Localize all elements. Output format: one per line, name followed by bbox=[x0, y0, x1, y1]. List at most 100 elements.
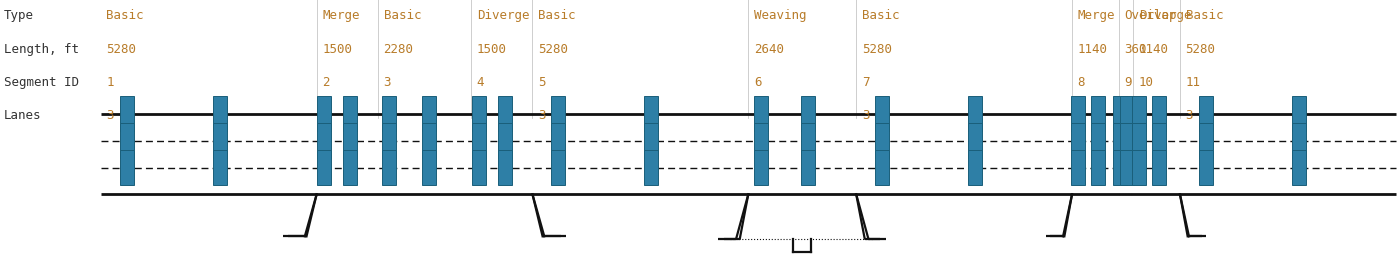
FancyBboxPatch shape bbox=[1198, 150, 1212, 185]
FancyBboxPatch shape bbox=[1292, 150, 1306, 185]
Text: 3: 3 bbox=[538, 109, 546, 122]
FancyBboxPatch shape bbox=[119, 123, 133, 158]
FancyBboxPatch shape bbox=[1071, 150, 1085, 185]
Text: 3: 3 bbox=[322, 109, 330, 122]
FancyBboxPatch shape bbox=[552, 123, 566, 158]
FancyBboxPatch shape bbox=[801, 96, 815, 131]
Text: 7: 7 bbox=[862, 76, 869, 90]
Text: 4: 4 bbox=[477, 76, 484, 90]
Text: 3: 3 bbox=[384, 109, 391, 122]
FancyBboxPatch shape bbox=[472, 96, 486, 131]
FancyBboxPatch shape bbox=[1120, 150, 1134, 185]
FancyBboxPatch shape bbox=[755, 96, 769, 131]
Text: 3: 3 bbox=[1124, 109, 1131, 122]
FancyBboxPatch shape bbox=[875, 96, 889, 131]
Text: 1500: 1500 bbox=[322, 43, 353, 56]
Text: 9: 9 bbox=[1124, 76, 1131, 90]
Text: Weaving: Weaving bbox=[753, 9, 806, 23]
FancyBboxPatch shape bbox=[1091, 123, 1105, 158]
FancyBboxPatch shape bbox=[967, 150, 981, 185]
FancyBboxPatch shape bbox=[801, 123, 815, 158]
Text: Length, ft: Length, ft bbox=[4, 43, 80, 56]
Text: 5280: 5280 bbox=[106, 43, 136, 56]
FancyBboxPatch shape bbox=[1120, 96, 1134, 131]
FancyBboxPatch shape bbox=[1198, 123, 1212, 158]
FancyBboxPatch shape bbox=[875, 123, 889, 158]
FancyBboxPatch shape bbox=[552, 96, 566, 131]
Text: 8: 8 bbox=[1078, 76, 1085, 90]
Text: 3: 3 bbox=[384, 76, 391, 90]
FancyBboxPatch shape bbox=[382, 96, 396, 131]
Text: 4: 4 bbox=[753, 109, 762, 122]
Text: Basic: Basic bbox=[538, 9, 575, 23]
FancyBboxPatch shape bbox=[755, 150, 769, 185]
Text: 2640: 2640 bbox=[753, 43, 784, 56]
Text: Merge: Merge bbox=[322, 9, 360, 23]
FancyBboxPatch shape bbox=[1071, 123, 1085, 158]
FancyBboxPatch shape bbox=[644, 123, 658, 158]
FancyBboxPatch shape bbox=[1133, 96, 1147, 131]
FancyBboxPatch shape bbox=[1113, 123, 1127, 158]
Text: Type: Type bbox=[4, 9, 34, 23]
Text: 5280: 5280 bbox=[538, 43, 568, 56]
FancyBboxPatch shape bbox=[644, 96, 658, 131]
Text: 3: 3 bbox=[1078, 109, 1085, 122]
FancyBboxPatch shape bbox=[472, 150, 486, 185]
Text: Diverge: Diverge bbox=[477, 9, 529, 23]
Text: 1140: 1140 bbox=[1140, 43, 1169, 56]
FancyBboxPatch shape bbox=[213, 150, 227, 185]
Text: Basic: Basic bbox=[106, 9, 144, 23]
FancyBboxPatch shape bbox=[119, 96, 133, 131]
Text: Basic: Basic bbox=[862, 9, 899, 23]
FancyBboxPatch shape bbox=[967, 123, 981, 158]
Text: Merge: Merge bbox=[1078, 9, 1116, 23]
FancyBboxPatch shape bbox=[552, 150, 566, 185]
FancyBboxPatch shape bbox=[1198, 96, 1212, 131]
FancyBboxPatch shape bbox=[343, 150, 357, 185]
FancyBboxPatch shape bbox=[1152, 123, 1166, 158]
FancyBboxPatch shape bbox=[316, 96, 330, 131]
FancyBboxPatch shape bbox=[1152, 96, 1166, 131]
FancyBboxPatch shape bbox=[755, 123, 769, 158]
Text: 3: 3 bbox=[1140, 109, 1147, 122]
FancyBboxPatch shape bbox=[343, 123, 357, 158]
Text: 3: 3 bbox=[106, 109, 113, 122]
Text: Basic: Basic bbox=[384, 9, 421, 23]
FancyBboxPatch shape bbox=[423, 150, 437, 185]
Text: 6: 6 bbox=[753, 76, 762, 90]
Text: 1140: 1140 bbox=[1078, 43, 1107, 56]
FancyBboxPatch shape bbox=[1071, 96, 1085, 131]
FancyBboxPatch shape bbox=[119, 150, 133, 185]
Text: Diverge: Diverge bbox=[1140, 9, 1191, 23]
FancyBboxPatch shape bbox=[1091, 96, 1105, 131]
FancyBboxPatch shape bbox=[1292, 123, 1306, 158]
Text: 3: 3 bbox=[477, 109, 484, 122]
FancyBboxPatch shape bbox=[382, 150, 396, 185]
FancyBboxPatch shape bbox=[472, 123, 486, 158]
FancyBboxPatch shape bbox=[498, 123, 512, 158]
FancyBboxPatch shape bbox=[423, 123, 437, 158]
Text: 3: 3 bbox=[862, 109, 869, 122]
FancyBboxPatch shape bbox=[316, 123, 330, 158]
FancyBboxPatch shape bbox=[644, 150, 658, 185]
FancyBboxPatch shape bbox=[1133, 150, 1147, 185]
FancyBboxPatch shape bbox=[1152, 150, 1166, 185]
FancyBboxPatch shape bbox=[1113, 150, 1127, 185]
FancyBboxPatch shape bbox=[1113, 96, 1127, 131]
Text: 5280: 5280 bbox=[862, 43, 892, 56]
FancyBboxPatch shape bbox=[423, 96, 437, 131]
FancyBboxPatch shape bbox=[498, 96, 512, 131]
FancyBboxPatch shape bbox=[213, 96, 227, 131]
FancyBboxPatch shape bbox=[498, 150, 512, 185]
Text: Overlap: Overlap bbox=[1124, 9, 1177, 23]
FancyBboxPatch shape bbox=[1120, 123, 1134, 158]
FancyBboxPatch shape bbox=[316, 150, 330, 185]
Text: 3: 3 bbox=[1186, 109, 1193, 122]
FancyBboxPatch shape bbox=[1133, 123, 1147, 158]
FancyBboxPatch shape bbox=[967, 96, 981, 131]
Text: 2: 2 bbox=[322, 76, 330, 90]
FancyBboxPatch shape bbox=[875, 150, 889, 185]
Text: 11: 11 bbox=[1186, 76, 1201, 90]
Text: 1: 1 bbox=[106, 76, 113, 90]
Text: 1500: 1500 bbox=[477, 43, 507, 56]
